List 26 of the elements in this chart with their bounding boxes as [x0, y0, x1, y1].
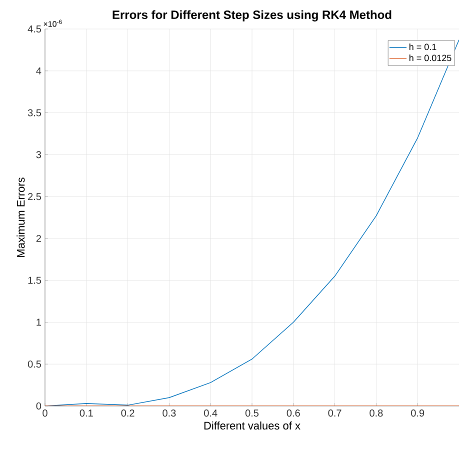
- x-tick-label: 0.4: [204, 410, 218, 417]
- chart-title: Errors for Different Step Sizes using RK4 Method: [112, 10, 392, 22]
- text: ×10$^{-6}$: [44, 20, 62, 27]
- y-tick-label: 0: [36, 402, 42, 410]
- x-tick-label: 0.7: [328, 410, 342, 417]
- x-tick-label: 0.8: [370, 410, 383, 417]
- y-tick-label: 1.5: [28, 276, 42, 284]
- x-tick-label: 0.3: [162, 410, 176, 417]
- x-tick-label: 0.1: [80, 410, 93, 417]
- y-tick-label: 3: [36, 151, 42, 158]
- y-tick-label: 1: [36, 318, 41, 326]
- legend-label: h = 0.0125: [410, 54, 452, 62]
- x-tick-label: 0.2: [121, 410, 134, 417]
- x-tick-label: 0.9: [411, 410, 424, 417]
- y-tick-label: 0.5: [28, 360, 42, 368]
- legend-label: h = 0.1: [410, 44, 436, 50]
- y-tick-label: 3.5: [28, 109, 42, 116]
- y-tick-label: 4.5: [28, 26, 42, 32]
- y-tick-label: 4: [36, 67, 42, 74]
- x-axis-title: Different values of x: [204, 421, 300, 430]
- y-tick-label: 2: [36, 234, 41, 242]
- x-tick-label: 0.5: [245, 410, 259, 417]
- y-tick-label: 2.5: [28, 193, 42, 200]
- x-tick-label: 0: [42, 410, 48, 417]
- y-axis-title: Maximum Errors: [16, 178, 25, 257]
- x-tick-label: 0.6: [286, 410, 300, 417]
